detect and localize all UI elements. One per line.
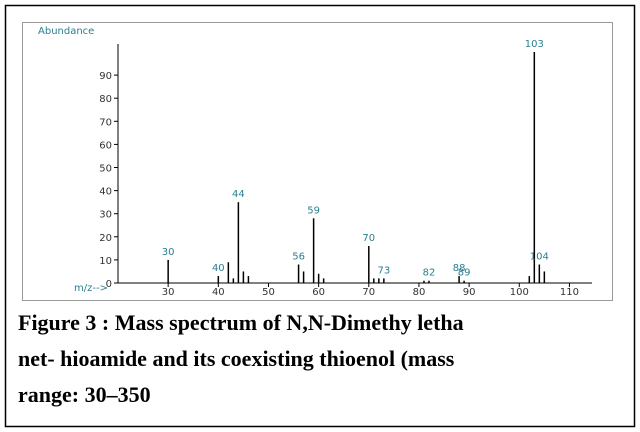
y-tick-label: 10	[99, 256, 112, 267]
y-tick-label: 80	[99, 94, 112, 105]
peak-label: 56	[292, 252, 305, 263]
peak-label: 40	[212, 263, 225, 274]
y-tick-label: 20	[99, 233, 112, 244]
x-tick-label: 110	[560, 287, 579, 298]
x-tick-label: 60	[312, 287, 325, 298]
peak-label: 104	[530, 252, 549, 263]
peak-label: 70	[362, 233, 375, 244]
y-tick-label: 70	[99, 117, 112, 128]
y-tick-label: 60	[99, 140, 112, 151]
x-tick-label: 90	[463, 287, 476, 298]
x-tick-label: 70	[362, 287, 375, 298]
x-axis-label: m/z-->	[74, 283, 108, 294]
peak-label: 44	[232, 189, 245, 200]
peak-label: 30	[162, 247, 175, 258]
caption-line: Figure 3 : Mass spectrum of N,N-Dimethy …	[18, 310, 464, 335]
peak-label: 73	[377, 265, 390, 276]
y-tick-label: 0	[106, 279, 112, 290]
x-tick-label: 100	[510, 287, 529, 298]
x-tick-label: 80	[413, 287, 426, 298]
peak-label: 59	[307, 205, 320, 216]
peak-label: 103	[525, 39, 544, 50]
y-tick-label: 90	[99, 71, 112, 82]
x-tick-label: 30	[162, 287, 175, 298]
chart-frame	[22, 22, 613, 301]
x-tick-label: 50	[262, 287, 275, 298]
peak-label: 89	[458, 268, 471, 279]
x-tick-label: 40	[212, 287, 225, 298]
peak-label: 88	[453, 263, 466, 274]
peak-label: 82	[423, 268, 436, 279]
caption-line: range: 30–350	[18, 382, 151, 407]
y-tick-label: 30	[99, 210, 112, 221]
caption-line: net- hioamide and its coexisting thioeno…	[18, 346, 455, 371]
y-tick-label: 40	[99, 187, 112, 198]
y-axis-label: Abundance	[38, 26, 94, 37]
y-tick-label: 50	[99, 164, 112, 175]
